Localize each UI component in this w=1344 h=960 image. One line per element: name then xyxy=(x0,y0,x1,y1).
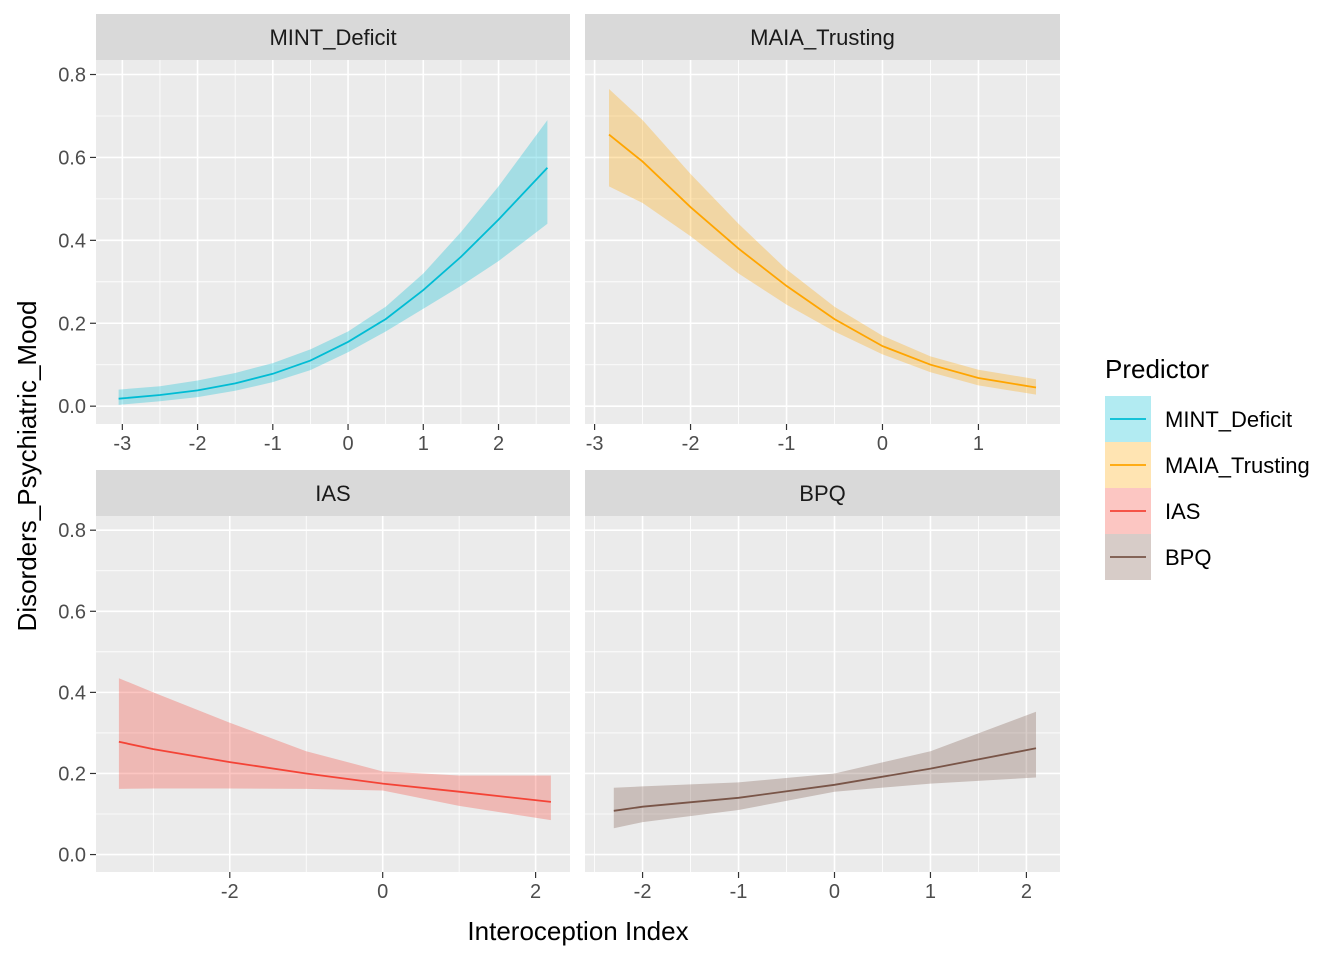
panels: MINT_Deficit -3 -2 -1 0 1 2 0.0 0.2 0.4 0.6 0.8 MAIA… xyxy=(58,14,1060,903)
legend-label: MINT_Deficit xyxy=(1165,407,1292,432)
x-tick-label: 0 xyxy=(342,433,353,455)
legend-keys: MINT_Deficit MAIA_Trusting IAS BPQ xyxy=(1105,396,1310,580)
y-tick-label: 0.0 xyxy=(58,845,86,867)
facet-strip xyxy=(585,470,1060,516)
facet-strip xyxy=(585,14,1060,60)
facet-strip-label: MINT_Deficit xyxy=(269,25,396,50)
confidence-ribbon xyxy=(118,120,548,405)
series-line xyxy=(608,133,1037,389)
x-tick-label: -3 xyxy=(113,433,131,455)
x-tick-label: -1 xyxy=(778,433,796,455)
confidence-ribbon xyxy=(118,678,551,821)
x-tick-label: -2 xyxy=(189,433,207,455)
y-axis-title: Disorders_Psychiatric_Mood xyxy=(12,301,42,632)
panel-background xyxy=(96,60,570,424)
series-line xyxy=(118,740,551,803)
x-tick-label: 2 xyxy=(1021,881,1032,903)
series-line xyxy=(613,747,1037,812)
legend-label: IAS xyxy=(1165,499,1200,524)
panel-background xyxy=(585,60,1060,424)
y-tick-label: 0.0 xyxy=(58,396,86,418)
y-tick-label: 0.6 xyxy=(58,601,86,623)
legend-label: MAIA_Trusting xyxy=(1165,453,1310,478)
y-tick-label: 0.4 xyxy=(58,230,86,252)
panel-MAIA_Trusting: MAIA_Trusting -3 -2 -1 0 1 xyxy=(585,14,1060,455)
x-tick-label: 0 xyxy=(877,433,888,455)
x-tick-label: -1 xyxy=(264,433,282,455)
facet-strip xyxy=(96,14,570,60)
legend-entry: BPQ xyxy=(1105,534,1211,580)
panel-IAS: IAS -2 0 2 0.0 0.2 0.4 0.6 0.8 xyxy=(58,470,570,903)
y-tick-label: 0.8 xyxy=(58,520,86,542)
x-tick-label: 0 xyxy=(829,881,840,903)
facet-strip-label: MAIA_Trusting xyxy=(750,25,895,50)
x-tick-label: 2 xyxy=(493,433,504,455)
panel-background xyxy=(96,516,570,872)
y-tick-label: 0.4 xyxy=(58,682,86,704)
legend: Predictor MINT_Deficit MAIA_Trusting IAS BP… xyxy=(1105,354,1310,580)
y-tick-label: 0.8 xyxy=(58,65,86,87)
legend-entry: MAIA_Trusting xyxy=(1105,442,1310,488)
panel-MINT_Deficit: MINT_Deficit -3 -2 -1 0 1 2 0.0 0.2 0.4 0.6 0.8 xyxy=(58,14,570,455)
x-tick-label: -2 xyxy=(634,881,652,903)
x-tick-label: 0 xyxy=(377,881,388,903)
legend-entry: IAS xyxy=(1105,488,1200,534)
legend-label: BPQ xyxy=(1165,545,1211,570)
series-line xyxy=(118,167,549,400)
legend-title: Predictor xyxy=(1105,354,1209,384)
x-tick-label: 2 xyxy=(530,881,541,903)
panel-background xyxy=(585,516,1060,872)
facet-strip-label: BPQ xyxy=(799,481,845,506)
facet-strip xyxy=(96,470,570,516)
x-tick-label: -3 xyxy=(586,433,604,455)
x-tick-label: 1 xyxy=(925,881,936,903)
x-tick-label: -1 xyxy=(730,881,748,903)
y-tick-label: 0.2 xyxy=(58,313,86,335)
legend-entry: MINT_Deficit xyxy=(1105,396,1292,442)
x-tick-label: 1 xyxy=(418,433,429,455)
x-tick-label: -2 xyxy=(682,433,700,455)
x-tick-label: -2 xyxy=(221,881,239,903)
y-tick-label: 0.2 xyxy=(58,763,86,785)
x-axis-title: Interoception Index xyxy=(467,916,688,946)
x-tick-label: 1 xyxy=(973,433,984,455)
panel-BPQ: BPQ -2 -1 0 1 2 xyxy=(585,470,1060,903)
y-tick-label: 0.6 xyxy=(58,147,86,169)
facet-strip-label: IAS xyxy=(315,481,350,506)
